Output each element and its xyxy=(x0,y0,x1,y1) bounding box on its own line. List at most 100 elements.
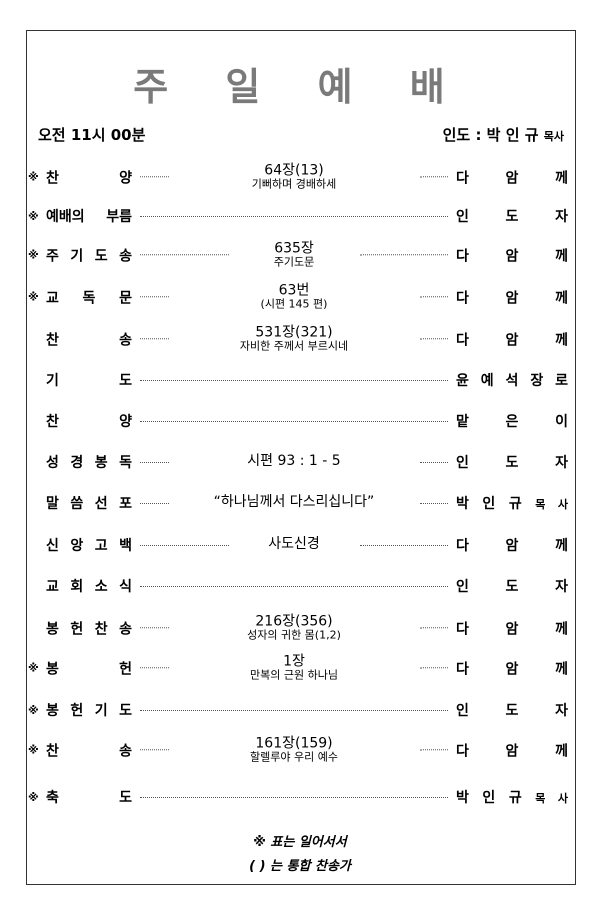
dot-leader xyxy=(140,796,448,798)
item-main: 64장(13) xyxy=(264,162,324,179)
footer-note-hymnal: ( ) 는 통합 찬송가 xyxy=(249,859,351,874)
item-detail: 216장(356) 성자의 귀한 몸(1,2) xyxy=(177,613,412,642)
worship-item: 봉 헌 찬 송 216장(356) 성자의 귀한 몸(1,2) 다 암 께 xyxy=(28,613,568,642)
item-sub: (시편 145 편) xyxy=(260,297,328,311)
dot-leader xyxy=(359,254,448,256)
role-name: 박 인 규 xyxy=(456,790,522,806)
item-role: 다 암 께 xyxy=(456,169,568,186)
item-label: 말 씀 선 포 xyxy=(46,496,132,512)
dot-leader xyxy=(419,502,448,504)
item-label: 축 도 xyxy=(46,790,132,806)
standing-mark: ※ xyxy=(28,790,39,804)
dot-leader xyxy=(140,215,448,217)
item-role: 다 암 께 xyxy=(456,742,568,759)
dot-leader xyxy=(140,254,229,256)
item-detail: 시편 93 : 1 - 5 xyxy=(177,453,412,470)
item-sub: 성자의 귀한 몸(1,2) xyxy=(247,628,341,642)
item-label: 찬 양 xyxy=(46,169,132,186)
item-sub: 할렐루야 우리 예수 xyxy=(250,750,338,764)
page-title: 주 일 예 배 xyxy=(133,65,467,109)
worship-item: 성 경 봉 독 시편 93 : 1 - 5 인 도 자 xyxy=(28,452,568,472)
item-label: 봉 헌 기 도 xyxy=(46,703,132,719)
leader-name: 인도 : 박 인 규 xyxy=(442,126,539,144)
dot-leader xyxy=(359,544,448,546)
item-role: 다 암 께 xyxy=(456,331,568,348)
item-detail: 사도신경 xyxy=(237,536,352,553)
item-main: 635장 xyxy=(274,240,314,257)
dot-leader xyxy=(140,379,448,381)
item-main: 531장(321) xyxy=(255,324,333,341)
dot-leader xyxy=(140,544,229,546)
dot-leader xyxy=(140,749,169,751)
item-label: 봉 헌 찬 송 xyxy=(46,620,132,637)
item-detail: 63번 (시편 145 편) xyxy=(177,282,412,311)
item-role: 다 암 께 xyxy=(456,538,568,554)
dot-leader xyxy=(140,338,169,340)
worship-item: ※ 찬 양 64장(13) 기뻐하며 경배하세 다 암 께 xyxy=(28,162,568,190)
dot-leader xyxy=(419,749,448,751)
dot-leader xyxy=(140,176,169,178)
item-main: 시편 93 : 1 - 5 xyxy=(247,453,341,470)
item-sub: 자비한 주께서 부르시네 xyxy=(239,339,349,353)
service-time: 오전 11시 00분 xyxy=(38,126,146,144)
footer-note-standing: ※ 표는 일어서서 xyxy=(253,835,347,850)
item-label: 교 회 소 식 xyxy=(46,579,132,595)
dot-leader xyxy=(140,709,448,711)
leader-title: 목사 xyxy=(543,130,564,143)
item-label: 교 독 문 xyxy=(46,289,132,306)
item-label: 찬 송 xyxy=(46,331,132,348)
item-main: 사도신경 xyxy=(268,536,320,553)
item-role: 인 도 자 xyxy=(456,579,568,595)
worship-item: ※ 찬 송 161장(159) 할렐루야 우리 예수 다 암 께 xyxy=(28,735,568,764)
item-label: 찬 양 xyxy=(46,414,132,430)
item-role: 인 도 자 xyxy=(456,209,568,225)
bulletin-frame xyxy=(26,30,576,885)
item-role: 박 인 규 목 사 xyxy=(456,787,568,807)
worship-item: ※ 교 독 문 63번 (시편 145 편) 다 암 께 xyxy=(28,282,568,311)
worship-item: ※ 예배의 부름 인 도 자 xyxy=(28,206,568,226)
item-main: 161장(159) xyxy=(255,735,333,752)
role-title: 목 사 xyxy=(535,498,568,511)
item-main: 63번 xyxy=(278,282,310,299)
dot-leader xyxy=(419,176,448,178)
item-role: 인 도 자 xyxy=(456,455,568,471)
item-sub: 주기도문 xyxy=(273,255,315,269)
worship-item: 신 앙 고 백 사도신경 다 암 께 xyxy=(28,535,568,555)
worship-item: ※ 축 도 박 인 규 목 사 xyxy=(28,787,568,807)
standing-mark: ※ xyxy=(28,248,39,262)
dot-leader xyxy=(140,461,169,463)
item-detail: 161장(159) 할렐루야 우리 예수 xyxy=(177,735,412,764)
item-role: 인 도 자 xyxy=(456,703,568,719)
item-label: 성 경 봉 독 xyxy=(46,455,132,471)
dot-leader xyxy=(419,627,448,629)
dot-leader xyxy=(419,667,448,669)
standing-mark: ※ xyxy=(28,170,39,184)
item-label: 예배의 부름 xyxy=(46,209,132,225)
item-detail: 635장 주기도문 xyxy=(237,240,352,269)
item-role: 다 암 께 xyxy=(456,289,568,306)
item-main: “하나님께서 다스리십니다” xyxy=(213,494,375,511)
role-name: 박 인 규 xyxy=(456,496,522,512)
item-role: 박 인 규 목 사 xyxy=(456,493,568,513)
worship-item: ※ 주 기 도 송 635장 주기도문 다 암 께 xyxy=(28,240,568,269)
dot-leader xyxy=(140,667,169,669)
standing-mark: ※ xyxy=(28,703,39,717)
role-title: 목 사 xyxy=(535,792,568,805)
worship-item: 말 씀 선 포 “하나님께서 다스리십니다” 박 인 규 목 사 xyxy=(28,493,568,513)
item-detail: 1장 만복의 근원 하나님 xyxy=(177,653,412,681)
item-role: 다 암 께 xyxy=(456,247,568,264)
dot-leader xyxy=(140,627,169,629)
dot-leader xyxy=(140,420,448,422)
item-main: 1장 xyxy=(283,653,305,670)
standing-mark: ※ xyxy=(28,290,39,304)
worship-item: 찬 송 531장(321) 자비한 주께서 부르시네 다 암 께 xyxy=(28,324,568,353)
standing-mark: ※ xyxy=(28,209,39,223)
item-detail: “하나님께서 다스리십니다” xyxy=(177,494,412,511)
dot-leader xyxy=(419,338,448,340)
service-leader: 인도 : 박 인 규 목사 xyxy=(443,124,564,145)
worship-item: ※ 봉 헌 기 도 인 도 자 xyxy=(28,700,568,720)
item-main: 216장(356) xyxy=(255,613,333,630)
